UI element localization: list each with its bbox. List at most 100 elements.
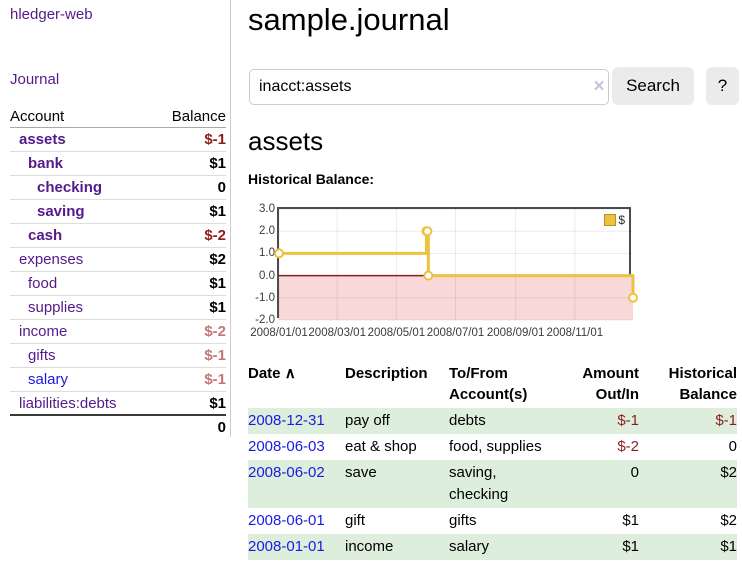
transaction-accounts: food, supplies bbox=[449, 438, 542, 455]
historical-balance-chart: 3.0 2.0 1.0 0.0 -1.0 -2.0 $ 2008/01/01 2… bbox=[246, 200, 742, 342]
transaction-date-link[interactable]: 2008-12-31 bbox=[248, 412, 325, 429]
transaction-amount: 0 bbox=[559, 460, 639, 508]
clear-search-icon[interactable]: × bbox=[593, 76, 605, 97]
transaction-date-link[interactable]: 2008-06-01 bbox=[248, 512, 325, 529]
column-header-date[interactable]: Date ∧ bbox=[248, 363, 345, 408]
account-column-header: Account bbox=[10, 108, 65, 125]
chart-legend: $ bbox=[602, 212, 627, 228]
transaction-accounts: saving, checking bbox=[449, 460, 559, 508]
register-header-row: Date ∧ Description To/From Account(s) Am… bbox=[248, 363, 737, 408]
transaction-row: 2008-06-02 save saving, checking 0 $2 bbox=[248, 460, 737, 508]
transaction-amount: $1 bbox=[622, 512, 639, 529]
x-tick-label: 2008/01/01 bbox=[250, 327, 308, 339]
accounts-table-header: Account Balance bbox=[10, 106, 226, 128]
account-balance: $-1 bbox=[204, 371, 226, 388]
legend-label: $ bbox=[618, 213, 625, 227]
column-header-balance[interactable]: Historical Balance bbox=[668, 365, 737, 403]
account-link-saving[interactable]: saving bbox=[37, 203, 85, 220]
account-balance: $1 bbox=[209, 394, 226, 412]
account-heading: assets bbox=[248, 126, 324, 156]
transaction-row: 2008-12-31 pay off debts $-1 $-1 bbox=[248, 408, 737, 434]
account-row: supplies $1 bbox=[10, 296, 226, 320]
transaction-row: 2008-01-01 income salary $1 $1 bbox=[248, 534, 737, 560]
column-header-description[interactable]: Description bbox=[345, 365, 428, 382]
transaction-description: gift bbox=[345, 512, 366, 529]
transaction-balance: $1 bbox=[639, 534, 737, 560]
help-button[interactable]: ? bbox=[706, 67, 739, 105]
x-tick-label: 2008/11/01 bbox=[546, 327, 604, 339]
account-link-liabilities-debts[interactable]: liabilities:debts bbox=[19, 394, 117, 412]
transaction-date-link[interactable]: 2008-06-03 bbox=[248, 438, 325, 455]
account-row: bank $1 bbox=[10, 152, 226, 176]
chart-plot-area: $ bbox=[274, 207, 638, 321]
y-tick-label: 2.0 bbox=[259, 225, 275, 238]
transaction-row: 2008-06-03 eat & shop food, supplies $-2… bbox=[248, 434, 737, 460]
transaction-row: 2008-06-01 gift gifts $1 $2 bbox=[248, 508, 737, 534]
transaction-date-link[interactable]: 2008-06-02 bbox=[248, 464, 325, 481]
account-link-bank[interactable]: bank bbox=[28, 155, 64, 172]
account-row: expenses $2 bbox=[10, 248, 226, 272]
x-tick-label: 2008/09/01 bbox=[486, 327, 545, 339]
accounts-total-row: 0 bbox=[10, 416, 226, 439]
account-link-income[interactable]: income bbox=[19, 323, 68, 340]
chart-svg bbox=[274, 208, 638, 321]
column-header-accounts[interactable]: To/From Account(s) bbox=[449, 365, 528, 403]
x-tick-label: 2008/03/01 bbox=[308, 327, 366, 339]
transaction-description: save bbox=[345, 460, 449, 508]
accounts-table: Account Balance assets $-1 bank $1 check… bbox=[10, 106, 226, 439]
y-tick-label: -2.0 bbox=[255, 314, 275, 326]
balance-column-header: Balance bbox=[171, 108, 226, 125]
x-tick-label: 2008/05/01 bbox=[367, 327, 426, 339]
sort-ascending-icon: ∧ bbox=[284, 365, 296, 382]
transaction-accounts: salary bbox=[449, 534, 559, 560]
account-link-gifts[interactable]: gifts bbox=[28, 347, 56, 364]
account-balance: $-2 bbox=[204, 323, 226, 340]
account-row: food $1 bbox=[10, 272, 226, 296]
account-link-cash[interactable]: cash bbox=[28, 227, 63, 244]
transaction-balance: $-1 bbox=[639, 408, 737, 434]
transaction-description: pay off bbox=[345, 408, 449, 434]
account-balance: $1 bbox=[209, 155, 226, 172]
account-balance: $-1 bbox=[204, 347, 226, 364]
app-title-link[interactable]: hledger-web bbox=[10, 6, 93, 23]
transaction-description: income bbox=[345, 534, 449, 560]
y-tick-label: 1.0 bbox=[259, 247, 275, 260]
account-row: gifts $-1 bbox=[10, 344, 226, 368]
date-header-label: Date bbox=[248, 365, 281, 382]
account-balance: $-2 bbox=[204, 227, 226, 244]
search-button[interactable]: Search bbox=[612, 67, 694, 105]
transaction-description: eat & shop bbox=[345, 438, 417, 455]
account-link-food[interactable]: food bbox=[28, 275, 58, 292]
column-header-amount[interactable]: Amount Out/In bbox=[582, 365, 639, 403]
transaction-date-link[interactable]: 2008-01-01 bbox=[248, 538, 325, 555]
account-balance: $1 bbox=[209, 203, 226, 220]
account-link-checking[interactable]: checking bbox=[37, 179, 103, 196]
account-link-salary[interactable]: salary bbox=[28, 371, 69, 388]
account-row: salary $-1 bbox=[10, 368, 226, 392]
search-input[interactable] bbox=[249, 69, 609, 105]
account-row: assets $-1 bbox=[10, 128, 226, 152]
transaction-balance: 0 bbox=[728, 438, 737, 455]
account-row: cash $-2 bbox=[10, 224, 226, 248]
page-title: sample.journal bbox=[248, 2, 450, 37]
x-tick-label: 2008/07/01 bbox=[426, 327, 485, 339]
account-row: income $-2 bbox=[10, 320, 226, 344]
y-tick-label: -1.0 bbox=[255, 291, 275, 304]
sidebar-item-journal[interactable]: Journal bbox=[10, 71, 60, 88]
sidebar: hledger-web Journal Account Balance asse… bbox=[0, 0, 231, 437]
account-link-assets[interactable]: assets bbox=[19, 131, 66, 148]
chart-title: Historical Balance: bbox=[248, 171, 375, 187]
account-link-expenses[interactable]: expenses bbox=[19, 251, 84, 268]
register-table: Date ∧ Description To/From Account(s) Am… bbox=[248, 363, 737, 560]
account-row: saving $1 bbox=[10, 200, 226, 224]
account-balance: $-1 bbox=[204, 131, 226, 148]
account-balance: $1 bbox=[209, 275, 226, 292]
transaction-balance: $2 bbox=[720, 512, 737, 529]
account-link-supplies[interactable]: supplies bbox=[28, 299, 84, 316]
accounts-total-balance: 0 bbox=[217, 419, 226, 436]
transaction-amount: $-1 bbox=[559, 408, 639, 434]
account-balance: 0 bbox=[217, 179, 226, 196]
y-tick-label: 0.0 bbox=[259, 269, 275, 282]
account-balance: $1 bbox=[209, 299, 226, 316]
